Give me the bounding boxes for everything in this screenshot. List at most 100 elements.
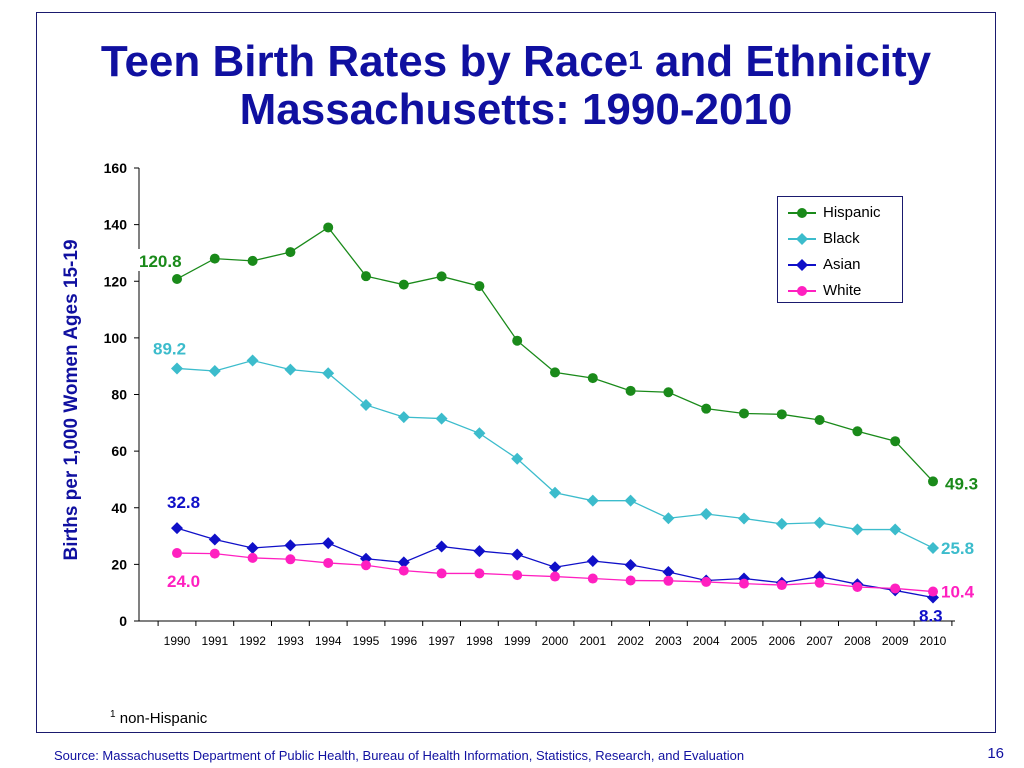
legend-item-asian: Asian [778,253,902,275]
label-background [134,249,188,271]
data-point-black [473,427,486,440]
data-label-end-white: 10.4 [941,583,975,602]
data-point-hispanic [323,222,334,233]
x-tick-label: 1999 [504,634,531,648]
data-point-asian [208,533,221,546]
x-tick-label: 1998 [466,634,493,648]
circle-marker-icon [797,286,807,296]
data-point-hispanic [663,387,674,398]
data-point-black [775,517,788,530]
data-point-asian [511,548,524,561]
title-text-continued: and Ethnicity [642,37,932,86]
data-point-black [511,452,524,465]
data-point-black [813,516,826,529]
x-tick-label: 2009 [882,634,909,648]
data-point-asian [246,541,259,554]
data-point-black [360,398,372,411]
data-point-asian [322,537,335,550]
data-point-hispanic [247,255,258,266]
circle-marker-icon [797,208,807,218]
data-point-white [209,548,220,559]
x-tick-label: 2000 [542,634,569,648]
data-point-hispanic [550,367,560,378]
data-point-asian [397,556,410,569]
data-point-hispanic [587,373,598,384]
data-point-white [890,583,901,594]
x-tick-label: 2004 [693,634,720,648]
data-point-white [398,565,409,576]
data-point-hispanic [512,335,523,346]
data-point-white [172,548,182,559]
data-point-white [361,560,371,571]
diamond-marker-icon [795,258,809,272]
data-point-black [171,362,183,375]
chart-title: Teen Birth Rates by Race1 and Ethnicity … [36,38,996,134]
data-point-white [512,570,523,581]
x-tick-label: 1990 [164,634,191,648]
x-tick-label: 2008 [844,634,871,648]
footnote-text: non-Hispanic [119,710,208,727]
x-tick-label: 1994 [315,634,342,648]
x-tick-label: 2006 [768,634,795,648]
data-point-white [550,571,560,582]
x-tick-label: 1991 [201,634,228,648]
x-tick-label: 1997 [428,634,455,648]
data-point-hispanic [209,253,220,264]
source-citation: Source: Massachusetts Department of Publ… [54,748,745,763]
data-point-white [776,580,787,591]
data-point-hispanic [776,409,787,420]
y-tick-label: 20 [111,556,127,572]
data-point-asian [473,545,486,558]
data-point-asian [171,522,183,535]
data-point-white [852,582,863,593]
data-point-asian [586,554,599,567]
x-tick-label: 2003 [655,634,682,648]
data-point-asian [624,558,637,571]
y-tick-label: 60 [111,443,127,459]
legend-item-hispanic: Hispanic [778,201,902,223]
title-superscript: 1 [628,45,643,75]
data-label-end-asian: 8.3 [919,607,943,626]
y-tick-label: 160 [104,160,128,176]
data-point-white [436,568,447,579]
footnote: 1 non-Hispanic [110,709,207,727]
data-point-hispanic [285,247,296,258]
footnote-marker: 1 [110,709,116,720]
x-tick-label: 2001 [579,634,606,648]
data-point-black [851,523,864,536]
x-tick-label: 2010 [920,634,947,648]
data-point-white [323,557,334,568]
diamond-marker-icon [795,232,809,246]
data-point-hispanic [852,426,863,437]
x-tick-label: 2007 [806,634,833,648]
data-point-white [928,586,938,597]
data-label-start-black: 89.2 [153,339,186,358]
data-point-hispanic [398,279,409,290]
data-point-hispanic [474,281,485,292]
data-point-black [624,494,637,507]
legend-label: Hispanic [823,204,881,221]
x-tick-label: 2002 [617,634,644,648]
data-point-black [397,411,410,424]
data-point-asian [435,540,448,553]
y-tick-label: 80 [111,387,127,403]
data-point-black [662,512,675,525]
legend: Hispanic Black Asian White [777,196,903,303]
data-point-hispanic [928,476,938,487]
data-point-black [549,486,561,499]
data-point-black [435,412,448,425]
data-point-asian [549,561,561,574]
legend-label: Black [823,230,860,247]
y-tick-label: 120 [104,273,128,289]
x-tick-label: 1993 [277,634,304,648]
data-point-hispanic [625,385,636,396]
y-tick-label: 0 [119,613,127,629]
data-point-hispanic [701,403,712,414]
data-point-white [587,573,598,584]
data-point-asian [662,566,675,579]
data-label-start-hispanic: 120.8 [139,252,182,271]
data-point-hispanic [361,271,371,282]
data-point-white [739,578,749,589]
data-point-white [701,576,712,587]
y-tick-label: 100 [104,330,128,346]
